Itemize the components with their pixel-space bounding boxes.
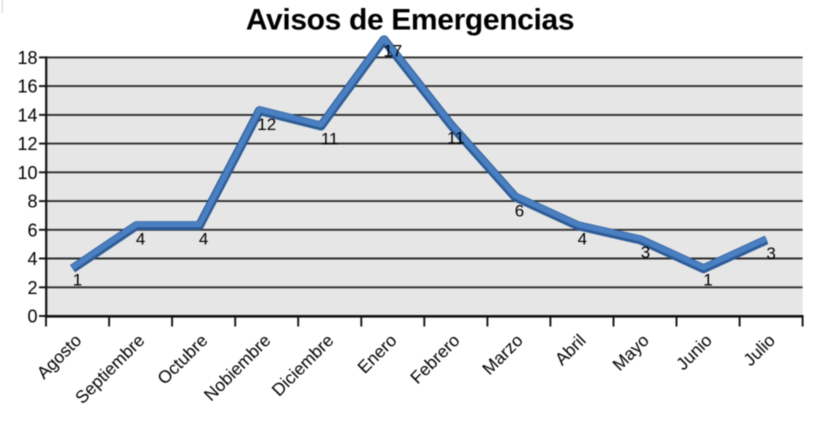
svg-text:12: 12 bbox=[17, 134, 37, 154]
svg-text:6: 6 bbox=[515, 201, 524, 220]
svg-text:6: 6 bbox=[27, 220, 37, 240]
svg-text:1: 1 bbox=[73, 270, 82, 289]
svg-text:4: 4 bbox=[27, 249, 37, 269]
svg-text:14: 14 bbox=[17, 106, 37, 126]
svg-text:0: 0 bbox=[27, 307, 37, 327]
svg-text:18: 18 bbox=[17, 48, 37, 68]
svg-text:3: 3 bbox=[641, 243, 650, 262]
svg-text:Avisos de Emergencias: Avisos de Emergencias bbox=[246, 4, 574, 37]
svg-text:2: 2 bbox=[27, 278, 37, 298]
svg-text:8: 8 bbox=[27, 192, 37, 212]
svg-text:4: 4 bbox=[578, 230, 587, 249]
svg-text:4: 4 bbox=[136, 229, 145, 248]
svg-text:17: 17 bbox=[383, 42, 402, 61]
svg-text:11: 11 bbox=[447, 129, 465, 148]
svg-text:16: 16 bbox=[17, 77, 37, 97]
svg-text:12: 12 bbox=[257, 115, 276, 134]
svg-text:4: 4 bbox=[199, 230, 208, 249]
svg-text:3: 3 bbox=[766, 244, 775, 263]
svg-text:10: 10 bbox=[17, 163, 37, 183]
svg-text:1: 1 bbox=[703, 270, 712, 289]
svg-text:11: 11 bbox=[321, 129, 339, 148]
